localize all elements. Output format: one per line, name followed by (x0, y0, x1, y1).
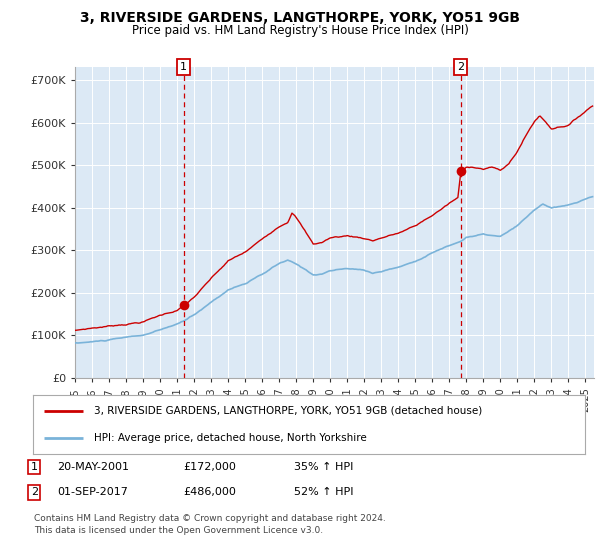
Text: £172,000: £172,000 (183, 462, 236, 472)
Text: £486,000: £486,000 (183, 487, 236, 497)
Text: 3, RIVERSIDE GARDENS, LANGTHORPE, YORK, YO51 9GB: 3, RIVERSIDE GARDENS, LANGTHORPE, YORK, … (80, 11, 520, 25)
Text: This data is licensed under the Open Government Licence v3.0.: This data is licensed under the Open Gov… (34, 526, 323, 535)
Text: 2: 2 (457, 62, 464, 72)
Text: 35% ↑ HPI: 35% ↑ HPI (294, 462, 353, 472)
Text: Price paid vs. HM Land Registry's House Price Index (HPI): Price paid vs. HM Land Registry's House … (131, 24, 469, 36)
Text: 01-SEP-2017: 01-SEP-2017 (57, 487, 128, 497)
Text: 2: 2 (31, 487, 38, 497)
Text: 3, RIVERSIDE GARDENS, LANGTHORPE, YORK, YO51 9GB (detached house): 3, RIVERSIDE GARDENS, LANGTHORPE, YORK, … (94, 405, 482, 416)
Text: 20-MAY-2001: 20-MAY-2001 (57, 462, 129, 472)
Text: Contains HM Land Registry data © Crown copyright and database right 2024.: Contains HM Land Registry data © Crown c… (34, 514, 386, 523)
Text: 1: 1 (180, 62, 187, 72)
Text: HPI: Average price, detached house, North Yorkshire: HPI: Average price, detached house, Nort… (94, 433, 367, 443)
Text: 1: 1 (31, 462, 38, 472)
Text: 52% ↑ HPI: 52% ↑ HPI (294, 487, 353, 497)
